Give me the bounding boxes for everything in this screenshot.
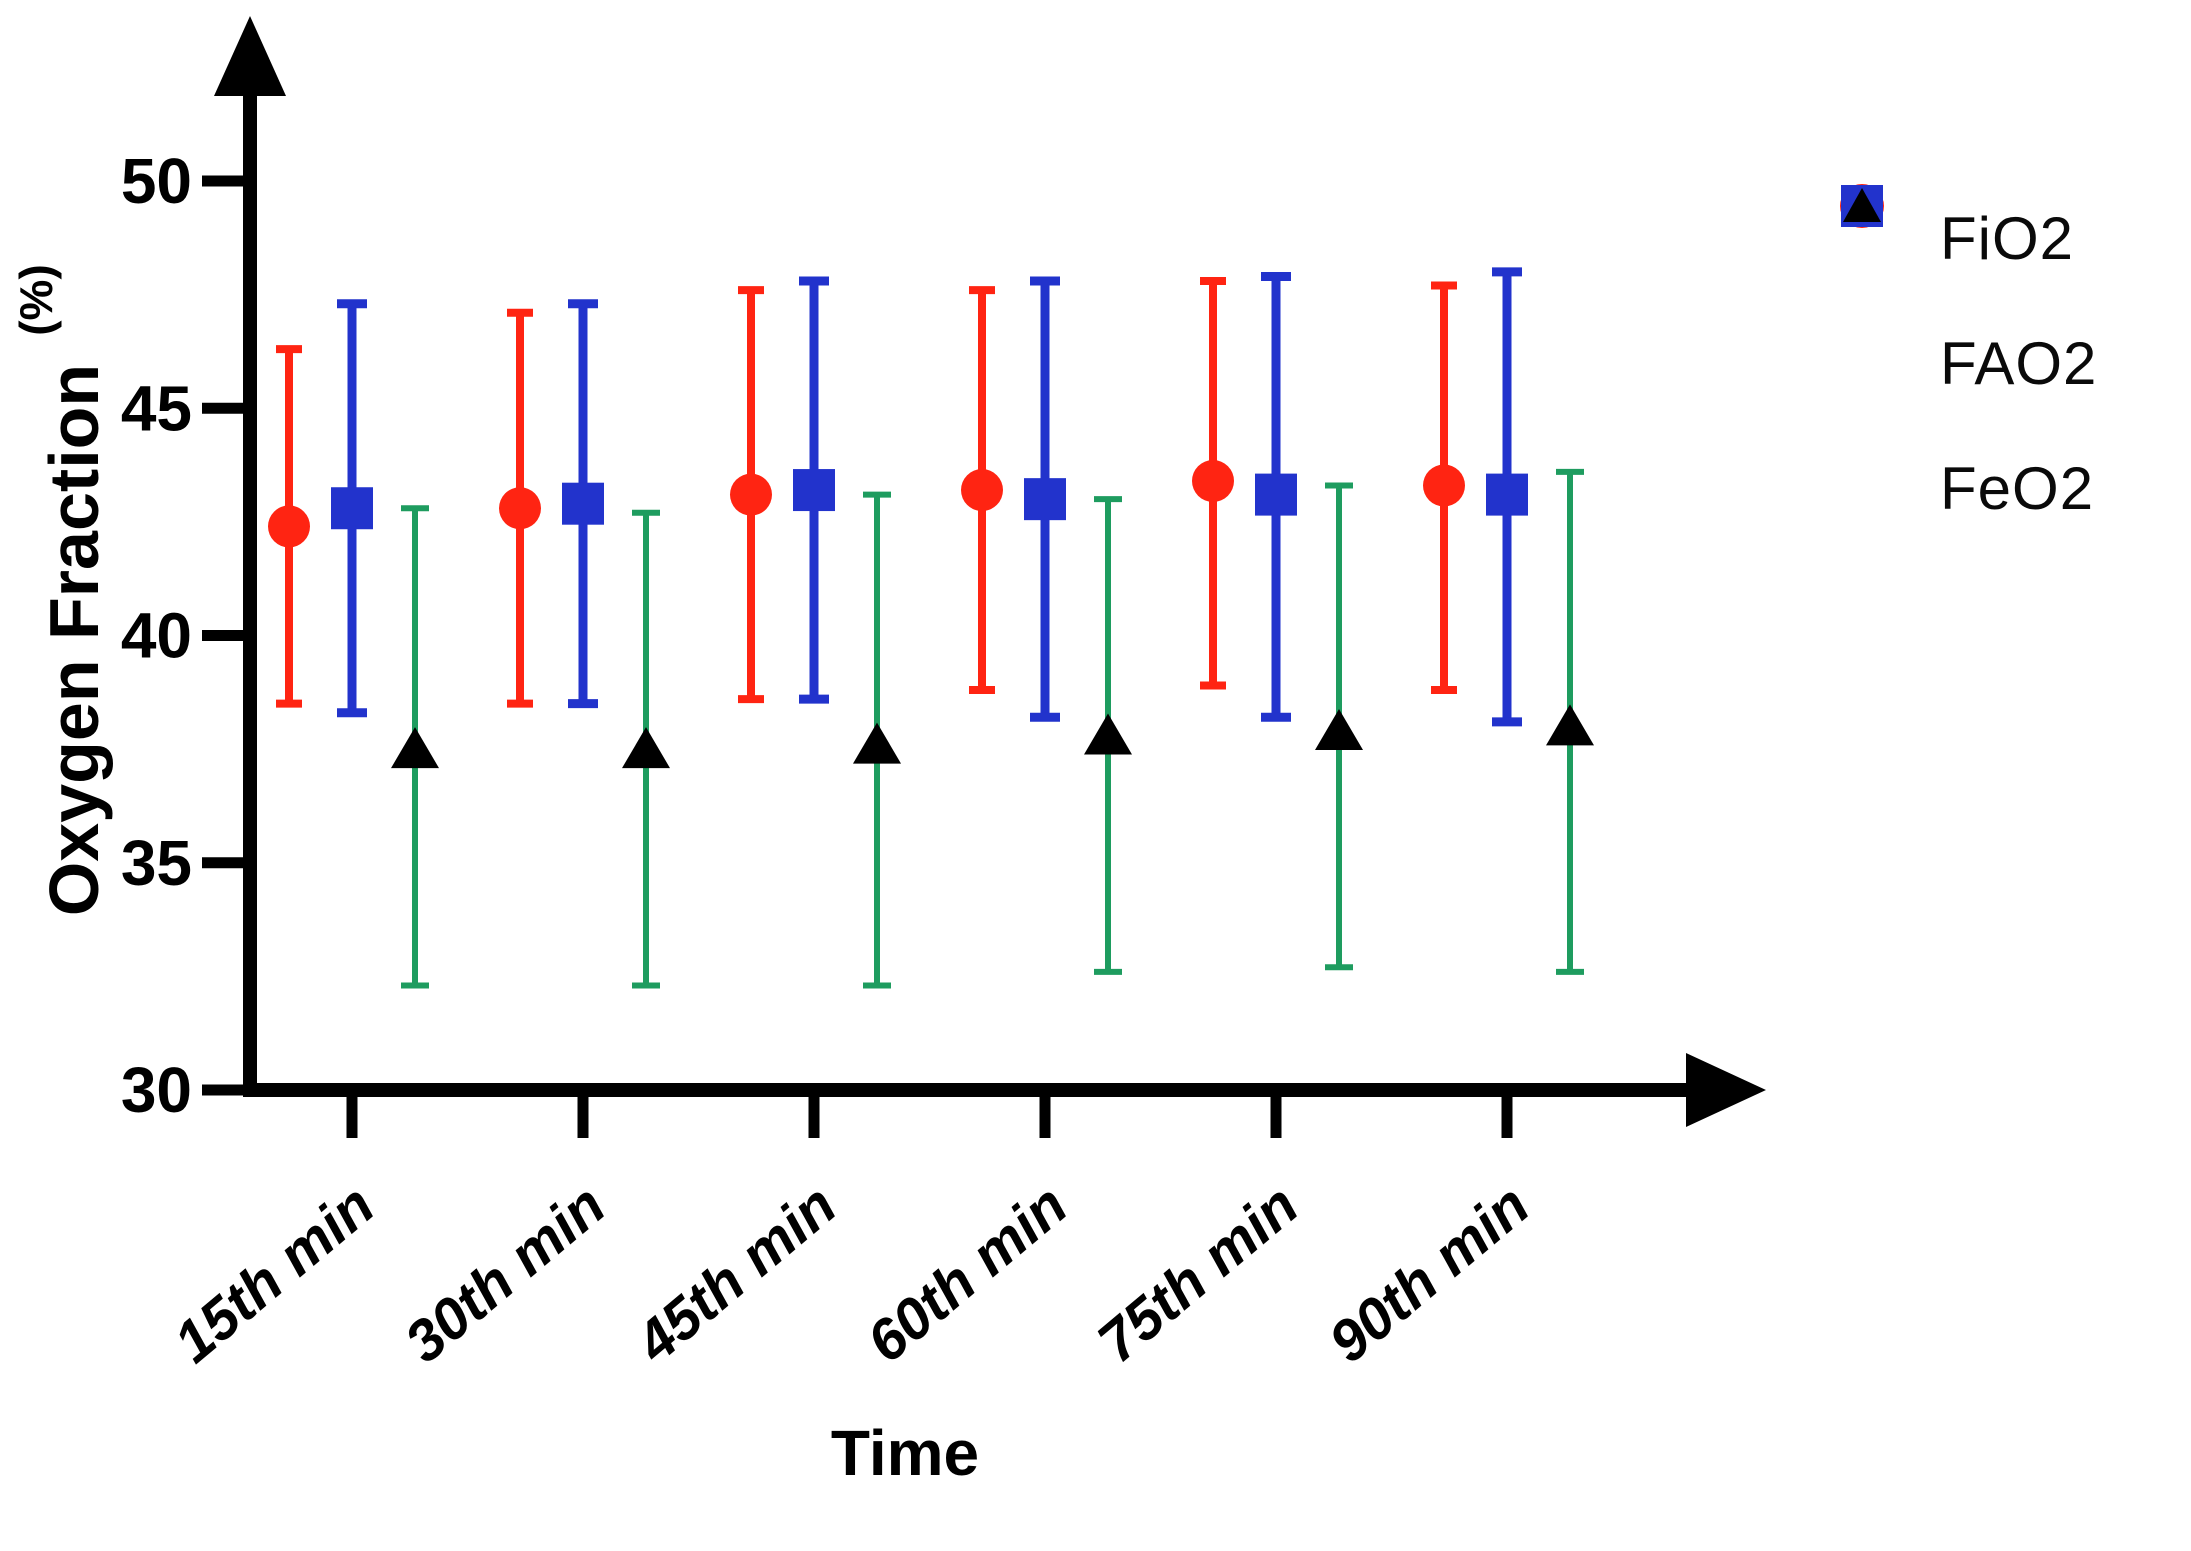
marker-fio2 (730, 473, 772, 516)
x-tick-label: 45th min (623, 1172, 848, 1376)
legend-label: FAO2 (1940, 330, 2098, 397)
legend: FiO2 FAO2 FeO2 (1832, 176, 2172, 551)
y-tick-label: 35 (121, 827, 192, 899)
y-axis-title: Oxygen Fraction (35, 364, 113, 916)
marker-fio2 (268, 505, 310, 548)
x-tick-label: 90th min (1317, 1172, 1541, 1375)
legend-item-feo2: FeO2 (1832, 188, 2172, 551)
marker-fio2 (961, 469, 1003, 512)
marker-fao2 (331, 487, 373, 530)
x-tick-label: 75th min (1086, 1172, 1310, 1375)
marker-feo2 (1546, 704, 1594, 746)
marker-feo2 (853, 722, 901, 764)
y-axis-arrowhead (214, 16, 286, 96)
x-tick-label: 30th min (393, 1172, 617, 1375)
marker-fio2 (1192, 459, 1234, 502)
y-tick-label: 50 (121, 145, 192, 217)
marker-fao2 (793, 469, 835, 512)
marker-fio2 (1423, 464, 1465, 507)
y-tick-label: 30 (121, 1054, 192, 1126)
legend-label: FiO2 (1940, 205, 2075, 272)
axes: 30 35 40 45 50 15th min 30th min 45th min 60th m… (121, 16, 1766, 1376)
y-tick-label: 45 (121, 372, 192, 444)
data-series (268, 267, 1594, 989)
triangle-shape (1843, 188, 1881, 222)
legend-square-icon (1832, 185, 1912, 394)
y-axis-unit: (%) (10, 264, 62, 336)
x-axis-arrowhead (1686, 1053, 1766, 1127)
marker-fao2 (562, 482, 604, 525)
legend-label: FeO2 (1940, 455, 2095, 522)
x-tick-label: 60th min (855, 1172, 1079, 1375)
y-tick-label: 40 (121, 600, 192, 672)
legend-triangle-icon (1832, 188, 1912, 519)
marker-fao2 (1024, 478, 1066, 521)
x-tick-label: 15th min (162, 1172, 386, 1375)
marker-fao2 (1255, 473, 1297, 516)
marker-feo2 (1315, 708, 1363, 750)
legend-item-fao2: FAO2 (1832, 185, 2172, 426)
legend-triangle-glyph (1843, 188, 1881, 222)
marker-feo2 (1084, 713, 1132, 755)
marker-fao2 (1486, 473, 1528, 516)
marker-feo2 (622, 727, 670, 769)
marker-feo2 (391, 727, 439, 769)
marker-fio2 (499, 487, 541, 530)
x-axis-title: Time (831, 1417, 979, 1489)
